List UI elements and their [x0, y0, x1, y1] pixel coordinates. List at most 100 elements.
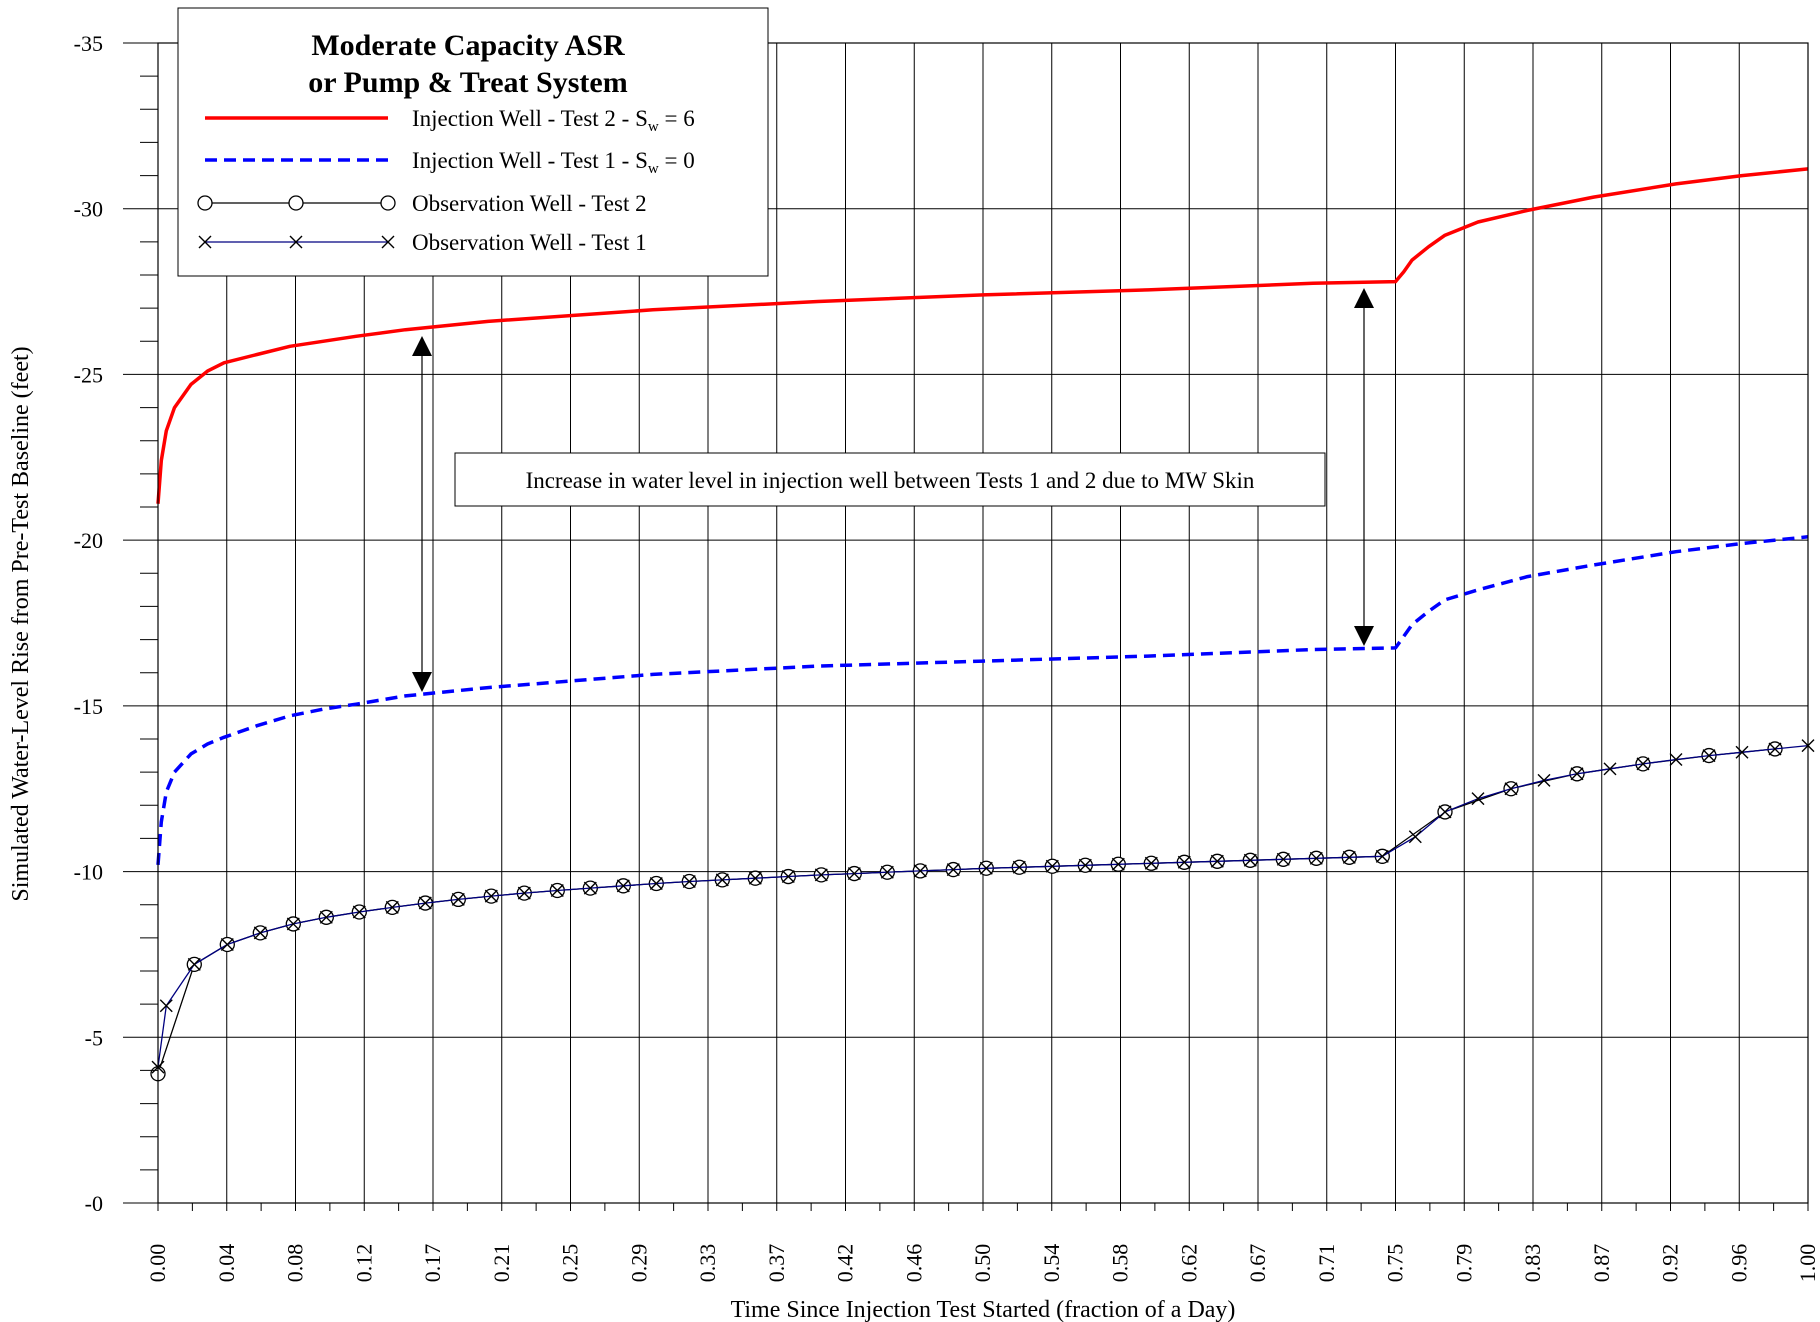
- legend-marker-circle: [197, 195, 213, 211]
- annotation: Increase in water level in injection wel…: [412, 288, 1374, 692]
- legend-label-observation-test2: Observation Well - Test 2: [412, 191, 647, 216]
- legend-marker-x: [381, 235, 395, 249]
- data-point-x: [1471, 792, 1485, 806]
- data-point-x: [352, 905, 366, 919]
- x-tick-label: 0.71: [1314, 1244, 1339, 1283]
- x-tick-label: 0.21: [489, 1244, 514, 1283]
- legend-marker-x: [198, 235, 212, 249]
- x-tick-label: 0.62: [1176, 1244, 1201, 1283]
- x-tick-label: 0.37: [764, 1244, 789, 1283]
- x-tick-label: 0.46: [901, 1244, 926, 1283]
- x-tick-label: 0.96: [1726, 1244, 1751, 1283]
- data-point-x: [781, 870, 795, 884]
- x-tick-label: 0.17: [420, 1244, 445, 1283]
- data-point-x: [946, 863, 960, 877]
- data-point-x: [682, 875, 696, 889]
- data-point-x: [1438, 805, 1452, 819]
- x-tick-label: 0.08: [283, 1244, 308, 1283]
- legend-label-injection-test2-suffix: = 6: [659, 106, 695, 131]
- x-tick-label: 0.25: [558, 1244, 583, 1283]
- legend-marker-circle: [288, 195, 304, 211]
- legend-label-injection-test2: Injection Well - Test 2 - Sw = 6: [412, 106, 695, 135]
- data-point-x: [1309, 851, 1323, 865]
- data-point-x: [1636, 757, 1650, 771]
- x-tick-label: 0.87: [1589, 1244, 1614, 1283]
- y-axis-title: Simulated Water-Level Rise from Pre-Test…: [8, 346, 34, 901]
- data-point-x: [319, 910, 333, 924]
- data-point-x: [418, 896, 432, 910]
- legend-label-injection-test1-suffix: = 0: [659, 148, 695, 173]
- x-tick-label: 0.50: [970, 1244, 995, 1283]
- legend-label-injection-test2-main: Injection Well - Test 2 - S: [412, 106, 648, 131]
- data-point-x: [1243, 853, 1257, 867]
- x-tick-label: 0.12: [351, 1244, 376, 1283]
- y-tick-label: -5: [85, 1025, 103, 1050]
- legend-label-injection-test1: Injection Well - Test 1 - Sw = 0: [412, 148, 695, 177]
- x-tick-label: 0.67: [1245, 1244, 1270, 1283]
- data-point-x: [1504, 782, 1518, 796]
- data-point-x: [1537, 773, 1551, 787]
- data-point-x: [1669, 753, 1683, 767]
- x-tick-label: 0.54: [1039, 1244, 1064, 1283]
- data-point-x: [1210, 854, 1224, 868]
- data-point-x: [1702, 749, 1716, 763]
- data-point-x: [1768, 742, 1782, 756]
- series-line-3: [157, 744, 1809, 1068]
- data-point-x: [1375, 849, 1389, 863]
- data-point-x: [715, 873, 729, 887]
- data-point-x: [286, 917, 300, 931]
- data-point-x: [649, 877, 663, 890]
- legend-label-injection-test2-sub: w: [648, 119, 659, 135]
- data-point-x: [1276, 852, 1290, 866]
- y-tick-label: -35: [74, 31, 103, 56]
- legend-label-observation-test1: Observation Well - Test 1: [412, 230, 647, 255]
- x-tick-label: 0.92: [1658, 1244, 1683, 1283]
- data-point-x: [1012, 860, 1026, 874]
- data-point-x: [187, 957, 201, 971]
- data-point-x: [979, 861, 993, 875]
- annotation-box: [454, 452, 1326, 507]
- data-point-x: [220, 937, 234, 951]
- legend-label-injection-test1-main: Injection Well - Test 1 - S: [412, 148, 648, 173]
- data-point-x: [1603, 762, 1617, 776]
- chart-subtitle: or Pump & Treat System: [308, 66, 627, 99]
- legend-label-injection-test1-sub: w: [648, 161, 659, 177]
- series-line-0: [156, 167, 1809, 504]
- x-tick-label: 0.33: [695, 1244, 720, 1283]
- data-point-x: [1408, 830, 1422, 844]
- data-point-x: [451, 892, 465, 906]
- arrow-left-head-down: [412, 672, 432, 692]
- data-point-x: [484, 889, 498, 903]
- legend-swatch-observation-test1: [198, 235, 395, 249]
- annotation-text: Increase in water level in injection wel…: [526, 468, 1255, 493]
- y-tick-label: -25: [74, 362, 103, 387]
- y-tick-label: -15: [74, 694, 103, 719]
- data-point-x: [1078, 858, 1092, 872]
- x-tick-label: 0.04: [214, 1244, 239, 1283]
- data-point-x: [550, 883, 564, 897]
- y-axis-label: Simulated Water-Level Rise from Pre-Test…: [8, 346, 34, 901]
- data-point-x: [1111, 857, 1125, 871]
- data-point-x: [1177, 855, 1191, 869]
- data-point-x: [814, 868, 828, 882]
- arrow-right-head-down: [1354, 626, 1374, 646]
- y-tick-label: -10: [74, 860, 103, 885]
- legend-marker-x: [289, 235, 303, 249]
- x-tick-label: 0.42: [833, 1244, 858, 1283]
- x-tick-label: 0.75: [1383, 1244, 1408, 1283]
- arrow-left-head-up: [412, 336, 432, 356]
- data-point-x: [583, 881, 597, 895]
- legend-box: [177, 7, 769, 277]
- x-tick-label: 1.00: [1795, 1244, 1820, 1283]
- x-axis-title: Time Since Injection Test Started (fract…: [731, 1297, 1236, 1322]
- legend-marker-circle: [380, 195, 396, 211]
- series-layer: [150, 167, 1815, 1082]
- arrow-right-head-up: [1354, 288, 1374, 308]
- data-point-x: [1570, 767, 1584, 781]
- data-point-x: [159, 999, 173, 1013]
- y-tick-label: -30: [74, 197, 103, 222]
- x-tick-label: 0.29: [626, 1244, 651, 1283]
- chart-title: Moderate Capacity ASR: [311, 29, 625, 62]
- data-point-x: [880, 865, 894, 879]
